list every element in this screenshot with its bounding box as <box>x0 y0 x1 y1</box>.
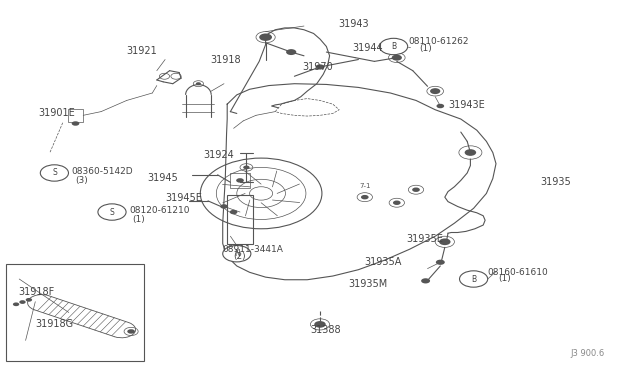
Text: 7-1: 7-1 <box>359 183 371 189</box>
Circle shape <box>380 38 408 55</box>
Text: B: B <box>471 275 476 283</box>
Circle shape <box>127 329 135 334</box>
Text: 31935A: 31935A <box>365 257 402 267</box>
Circle shape <box>19 300 26 304</box>
Text: (1): (1) <box>132 215 145 224</box>
Text: 31935M: 31935M <box>349 279 388 289</box>
Text: 08160-61610: 08160-61610 <box>488 268 548 277</box>
Circle shape <box>236 178 244 183</box>
Circle shape <box>220 204 228 209</box>
Text: 31924: 31924 <box>204 151 234 160</box>
Text: (1): (1) <box>498 275 511 283</box>
Bar <box>6 264 144 361</box>
Circle shape <box>40 165 68 181</box>
Text: 08911-3441A: 08911-3441A <box>223 246 284 254</box>
Circle shape <box>436 104 444 108</box>
Text: 31943: 31943 <box>338 19 369 29</box>
Text: (1): (1) <box>419 44 432 53</box>
Circle shape <box>196 82 201 85</box>
Text: (3): (3) <box>75 176 88 185</box>
Text: 31944: 31944 <box>352 44 383 53</box>
Text: 31918G: 31918G <box>35 319 74 328</box>
Text: B: B <box>391 42 396 51</box>
Circle shape <box>436 260 445 265</box>
Circle shape <box>314 321 326 328</box>
Circle shape <box>412 187 420 192</box>
Text: 08360-5142D: 08360-5142D <box>72 167 133 176</box>
Circle shape <box>421 278 430 283</box>
Bar <box>227 195 253 244</box>
Circle shape <box>230 210 237 214</box>
Text: S: S <box>109 208 115 217</box>
Circle shape <box>243 166 250 169</box>
Text: 31970: 31970 <box>302 62 333 72</box>
Text: 31918: 31918 <box>210 55 241 65</box>
Text: 31945: 31945 <box>147 173 178 183</box>
Circle shape <box>26 298 32 302</box>
Text: 31901E: 31901E <box>38 109 75 118</box>
Text: 31918F: 31918F <box>18 287 54 297</box>
Circle shape <box>361 195 369 199</box>
Circle shape <box>98 204 126 220</box>
Circle shape <box>465 149 476 156</box>
Circle shape <box>316 64 324 70</box>
Text: 31945E: 31945E <box>165 193 202 203</box>
Text: 08110-61262: 08110-61262 <box>408 37 469 46</box>
Text: 31935E: 31935E <box>406 234 444 244</box>
Circle shape <box>223 246 251 262</box>
Text: 08120-61210: 08120-61210 <box>129 206 190 215</box>
Circle shape <box>259 33 272 41</box>
Text: 31388: 31388 <box>310 326 341 335</box>
Text: N: N <box>234 249 239 258</box>
Circle shape <box>286 49 296 55</box>
Text: 31921: 31921 <box>127 46 157 56</box>
Circle shape <box>460 271 488 287</box>
Circle shape <box>72 121 79 126</box>
Text: (2): (2) <box>234 252 246 261</box>
Text: S: S <box>52 169 57 177</box>
Circle shape <box>439 238 451 245</box>
Text: J3 900.6: J3 900.6 <box>570 349 605 358</box>
Bar <box>230 173 250 188</box>
Text: 31935: 31935 <box>541 177 572 186</box>
Circle shape <box>13 302 19 306</box>
Circle shape <box>430 88 440 94</box>
Text: 31943E: 31943E <box>448 100 484 110</box>
Circle shape <box>393 201 401 205</box>
Circle shape <box>392 55 402 61</box>
Bar <box>68 109 83 122</box>
